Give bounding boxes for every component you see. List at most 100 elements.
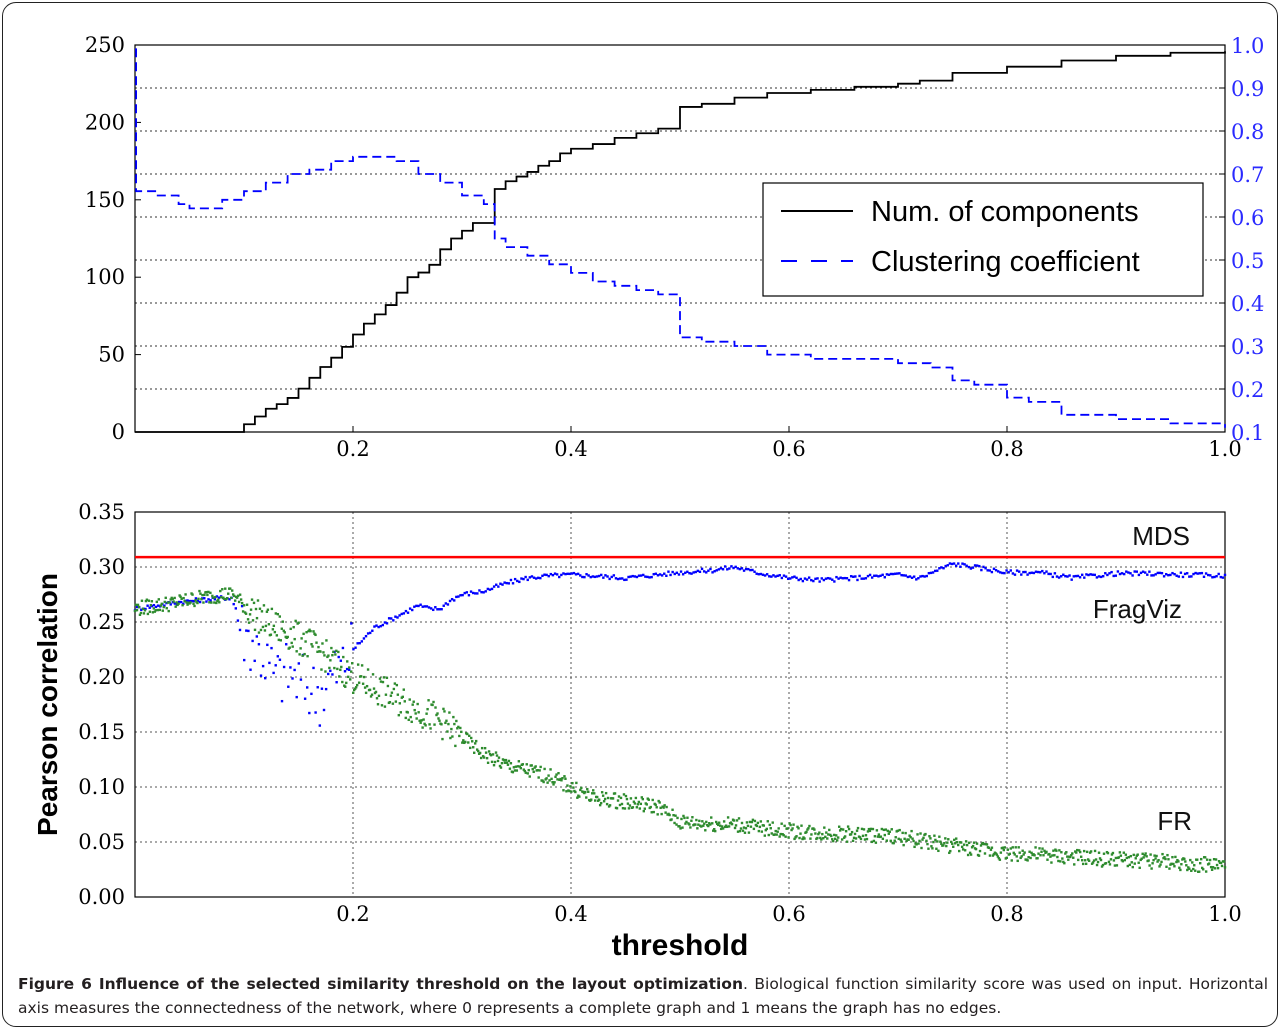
fr-point xyxy=(678,825,681,828)
fragviz-point xyxy=(555,573,559,576)
fr-point xyxy=(1087,859,1091,862)
fr-point xyxy=(1014,846,1017,849)
fr-point xyxy=(764,828,767,832)
fr-point xyxy=(767,833,770,837)
fragviz-point xyxy=(579,574,582,577)
fragviz-point xyxy=(238,628,242,632)
fr-point xyxy=(649,805,652,809)
fragviz-point xyxy=(1072,575,1075,578)
fr-point xyxy=(1192,867,1195,871)
fr-point xyxy=(809,837,812,840)
fr-point xyxy=(546,781,549,784)
legend-label: Num. of components xyxy=(871,196,1139,228)
fragviz-point xyxy=(209,599,212,602)
fr-point xyxy=(1029,856,1032,860)
fragviz-point xyxy=(1181,575,1185,579)
fr-point xyxy=(250,598,254,601)
fragviz-point xyxy=(1104,572,1107,575)
fr-point xyxy=(734,824,738,827)
fragviz-point xyxy=(518,580,521,584)
fragviz-point xyxy=(390,617,393,620)
fragviz-point xyxy=(715,569,718,572)
fragviz-point xyxy=(530,575,534,578)
fragviz-point xyxy=(261,664,265,668)
fr-point xyxy=(1144,852,1147,855)
fr-point xyxy=(1018,851,1021,854)
fr-point xyxy=(1033,854,1036,857)
fragviz-point xyxy=(621,577,624,580)
fragviz-point xyxy=(652,573,655,576)
fr-point xyxy=(883,833,887,837)
fr-point xyxy=(1051,854,1054,857)
fragviz-point xyxy=(457,595,460,598)
fragviz-point xyxy=(539,576,542,580)
fr-point xyxy=(816,836,819,840)
fr-point xyxy=(303,652,306,656)
fr-point xyxy=(950,840,953,844)
fragviz-point xyxy=(198,600,202,604)
fragviz-point xyxy=(856,578,859,582)
fragviz-point xyxy=(1066,575,1069,578)
fragviz-point xyxy=(217,596,221,599)
fr-point xyxy=(1055,849,1058,852)
fr-point xyxy=(1011,846,1014,849)
fragviz-point xyxy=(944,564,947,568)
fr-point xyxy=(625,797,629,801)
fragviz-point xyxy=(335,681,338,684)
fr-point xyxy=(329,659,332,662)
fr-point xyxy=(721,827,725,830)
fragviz-point xyxy=(327,672,330,676)
fragviz-point xyxy=(755,572,758,575)
fragviz-point xyxy=(1127,571,1130,574)
fr-point xyxy=(1124,853,1128,856)
fr-point xyxy=(1081,862,1085,866)
fr-point xyxy=(824,835,827,839)
fr-point xyxy=(517,760,521,763)
fr-point xyxy=(220,596,223,599)
fragviz-point xyxy=(322,708,326,712)
fr-point xyxy=(457,725,460,729)
fr-point xyxy=(478,751,482,755)
fragviz-point xyxy=(534,577,538,580)
fragviz-point xyxy=(694,570,697,574)
fr-point xyxy=(462,739,465,742)
fr-point xyxy=(907,838,910,841)
fragviz-point xyxy=(1068,574,1071,577)
fr-point xyxy=(184,593,187,596)
fr-point xyxy=(180,597,183,601)
fr-point xyxy=(333,666,336,670)
fr-point xyxy=(880,827,884,831)
fr-point xyxy=(425,712,428,715)
fr-point xyxy=(749,825,753,828)
components-series-line xyxy=(135,51,1226,433)
fragviz-point xyxy=(870,576,874,579)
fragviz-point xyxy=(152,603,156,607)
fr-annotation: FR xyxy=(1157,806,1192,836)
fr-point xyxy=(933,834,936,837)
fr-point xyxy=(698,819,701,823)
fragviz-point xyxy=(1158,571,1162,575)
fr-point xyxy=(453,722,456,726)
fr-point xyxy=(1203,856,1207,859)
fragviz-point xyxy=(665,574,668,578)
fr-point xyxy=(587,790,590,793)
fr-point xyxy=(694,823,697,826)
fr-point xyxy=(814,832,817,835)
fr-point xyxy=(921,838,924,841)
fr-point xyxy=(856,826,860,830)
fragviz-point xyxy=(828,577,832,580)
fragviz-point xyxy=(516,579,519,583)
fr-point xyxy=(482,756,486,759)
fragviz-point xyxy=(873,574,876,577)
fragviz-point xyxy=(387,617,391,620)
fr-point xyxy=(1050,861,1053,864)
fragviz-point xyxy=(417,604,420,608)
fr-point xyxy=(917,842,920,845)
fr-point xyxy=(396,693,400,696)
fr-point xyxy=(309,629,312,633)
fr-point xyxy=(1036,857,1039,860)
fragviz-point xyxy=(1167,574,1170,577)
fr-point xyxy=(260,610,264,613)
fr-point xyxy=(402,688,405,691)
fr-point xyxy=(991,854,995,857)
